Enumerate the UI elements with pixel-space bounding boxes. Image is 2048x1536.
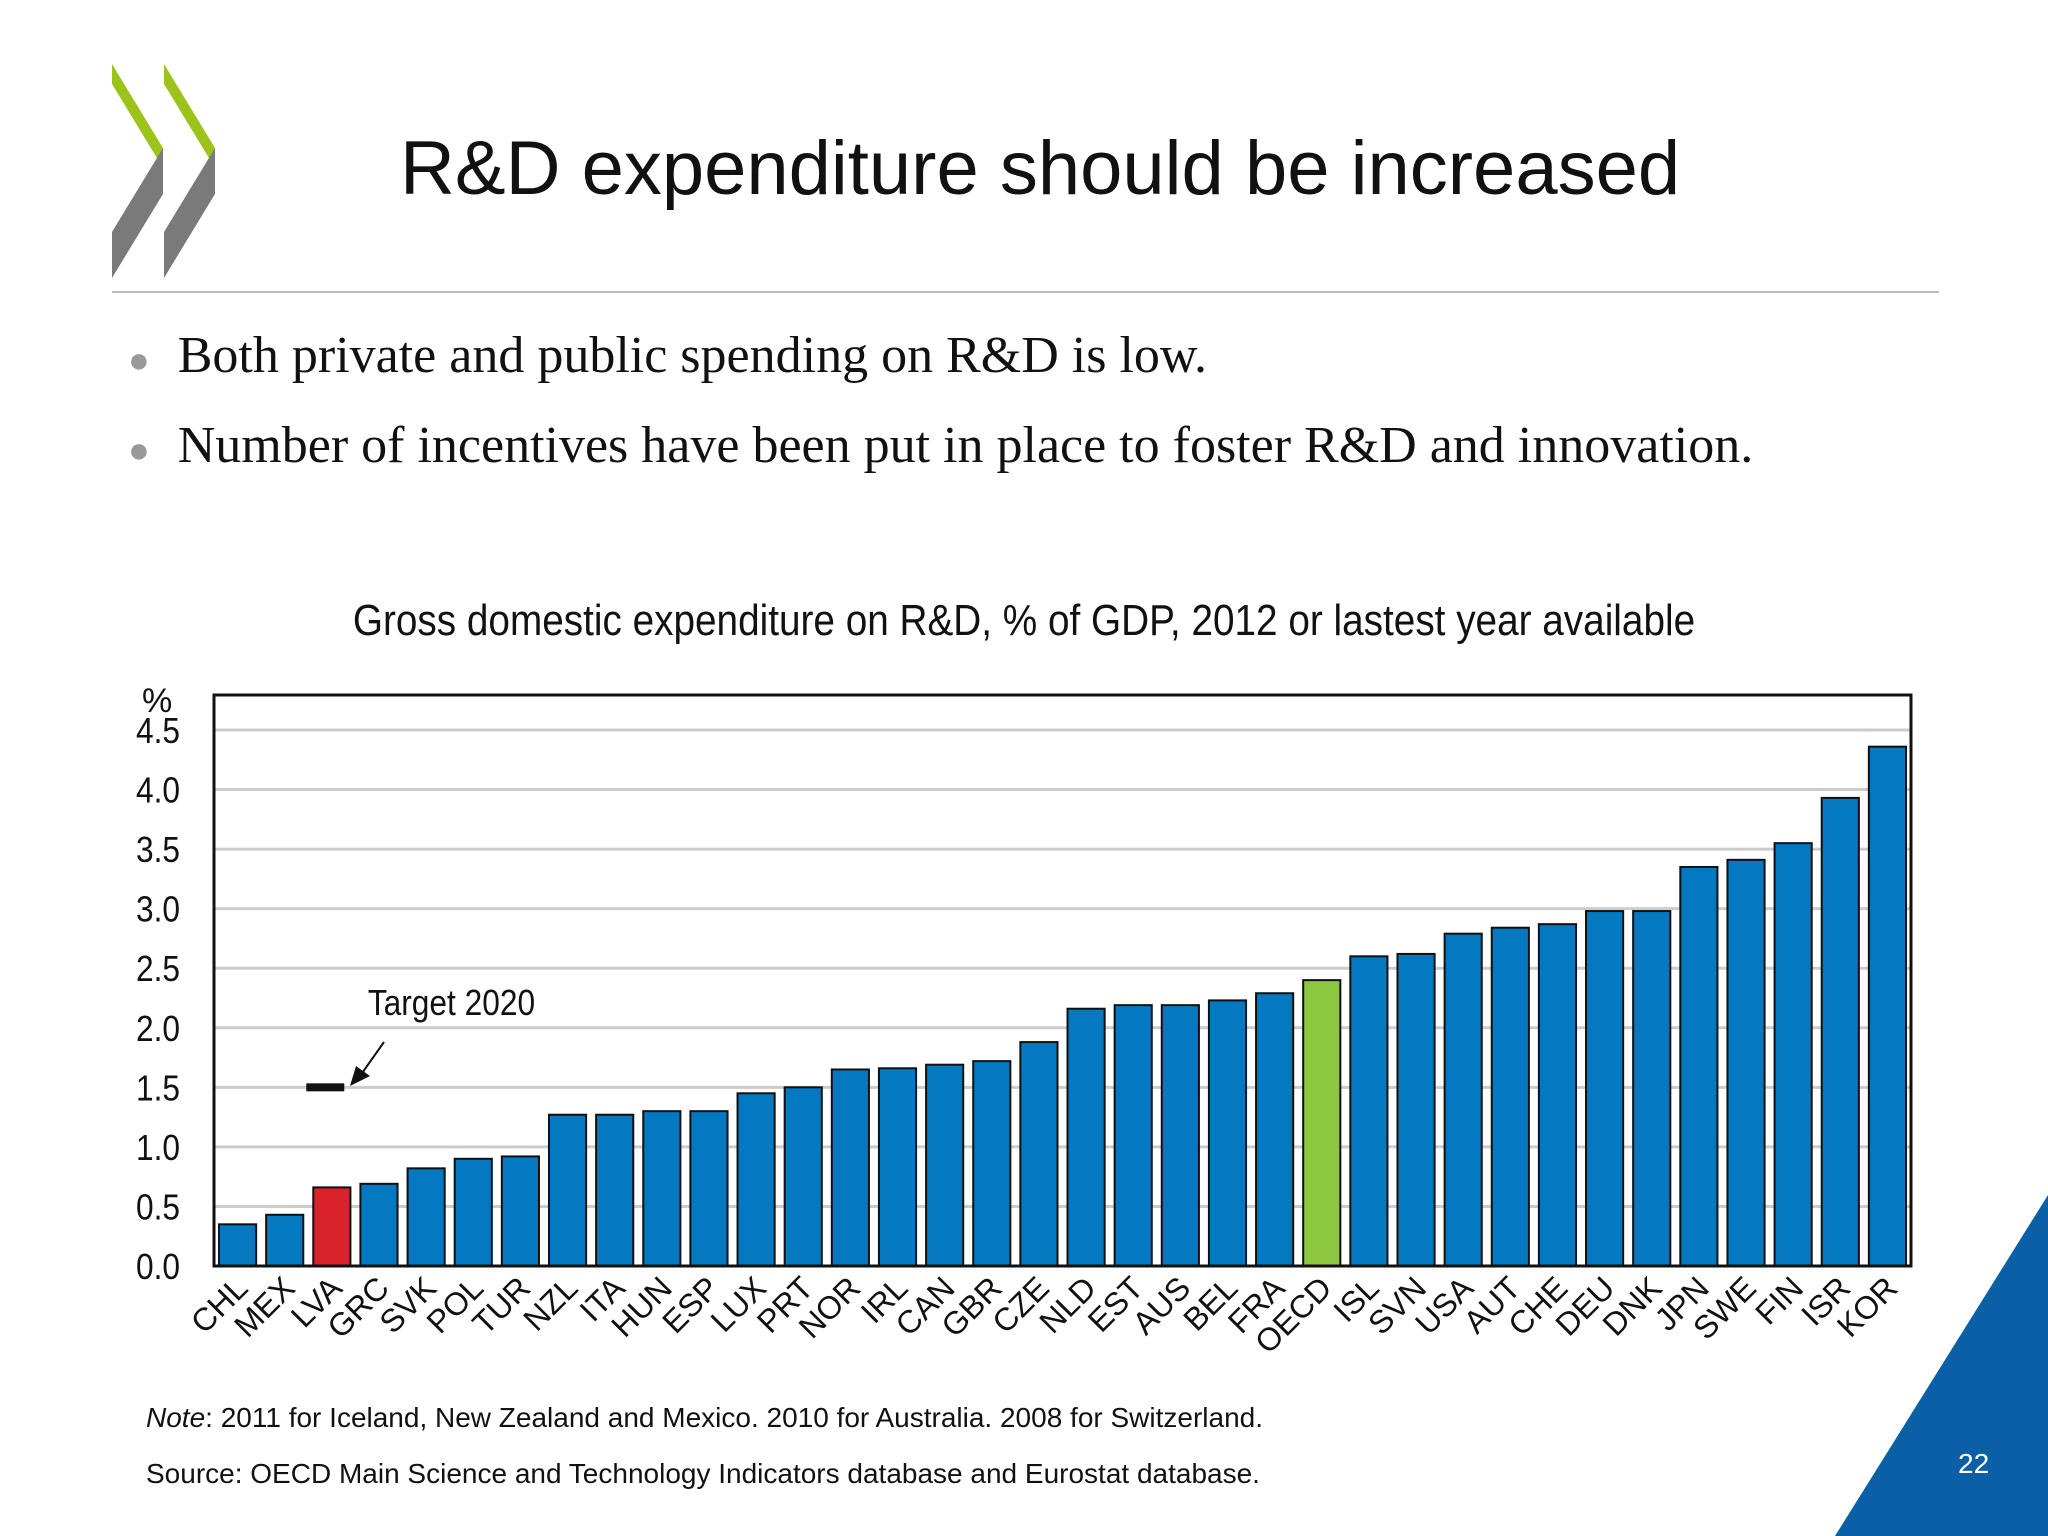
- bullet-dot-icon: ●: [128, 430, 150, 471]
- arrow-head-icon: [350, 1066, 370, 1086]
- plot-frame: [212, 693, 1913, 1268]
- y-tick-label: 0.0: [136, 1247, 180, 1287]
- bar-svk: [406, 1167, 446, 1267]
- y-tick-label: 1.5: [136, 1068, 180, 1108]
- bar-deu: [1585, 910, 1625, 1267]
- bar-chart: 0.00.51.01.52.02.53.03.54.04.5%CHLMEXLVA…: [136, 682, 1913, 1360]
- bullet-dot-icon: ●: [128, 340, 150, 381]
- bar-cze: [1019, 1041, 1059, 1268]
- bar-fin: [1773, 842, 1813, 1268]
- bar-lva: [312, 1186, 352, 1268]
- bar-esp: [689, 1110, 729, 1267]
- bar-pol: [453, 1157, 493, 1268]
- bar-tur: [500, 1155, 540, 1267]
- bar-hun: [642, 1110, 682, 1267]
- bullet-text: Number of incentives have been put in pl…: [177, 417, 1754, 474]
- y-tick-label: 2.5: [136, 949, 180, 989]
- bar-prt: [783, 1086, 823, 1268]
- bar-che: [1537, 923, 1578, 1267]
- y-tick-label: 3.0: [136, 890, 180, 930]
- bar-ita: [595, 1113, 635, 1267]
- bar-can: [925, 1063, 965, 1268]
- y-tick-label: 3.5: [136, 830, 180, 870]
- bar-usa: [1443, 932, 1483, 1267]
- bar-nld: [1066, 1007, 1106, 1267]
- bar-isl: [1349, 955, 1389, 1267]
- bar-nor: [830, 1068, 870, 1268]
- chart-title: Gross domestic expenditure on R&D, % of …: [352, 596, 1696, 645]
- bar-gbr: [972, 1060, 1012, 1268]
- y-tick-label: 0.5: [136, 1188, 180, 1228]
- bar-fra: [1255, 992, 1295, 1267]
- bar-est: [1113, 1004, 1153, 1267]
- page-number: 22: [1958, 1448, 1990, 1479]
- y-tick-label: 1.0: [136, 1128, 180, 1168]
- annotation-label: Target 2020: [368, 983, 535, 1023]
- bar-chl: [218, 1223, 258, 1268]
- bar-dnk: [1632, 910, 1672, 1267]
- bar-swe: [1726, 858, 1766, 1267]
- bar-jpn: [1679, 865, 1719, 1267]
- oecd-logo: [112, 64, 215, 278]
- chart-note: Note: 2011 for Iceland, New Zealand and …: [146, 1402, 1263, 1434]
- bar-oecd: [1302, 979, 1342, 1268]
- bar-isr: [1820, 796, 1860, 1267]
- bar-bel: [1207, 999, 1248, 1267]
- bar-mex: [265, 1213, 305, 1268]
- target-marker: [306, 1083, 345, 1092]
- bullet-text: Both private and public spending on R&D …: [177, 327, 1208, 384]
- slide-title: R&D expenditure should be increased: [400, 126, 1681, 211]
- annotation-arrow: [359, 1041, 385, 1077]
- bar-aut: [1490, 926, 1530, 1267]
- bar-irl: [877, 1067, 918, 1267]
- bullet-1: ● Both private and public spending on R&D…: [128, 326, 1207, 385]
- corner-decoration: [1835, 1195, 2048, 1536]
- y-tick-label: 2.0: [136, 1009, 180, 1049]
- chart-source: Source: OECD Main Science and Technology…: [146, 1458, 1260, 1489]
- bar-lux: [736, 1092, 776, 1268]
- bar-aus: [1160, 1004, 1200, 1267]
- bullet-2: ● Number of incentives have been put in p…: [128, 416, 1753, 475]
- y-tick-label: 4.5: [136, 711, 180, 751]
- bar-grc: [359, 1182, 399, 1268]
- y-axis-unit: %: [142, 682, 172, 720]
- note-label: Note: [146, 1402, 206, 1433]
- bar-nzl: [547, 1113, 588, 1267]
- bar-kor: [1867, 745, 1907, 1267]
- y-tick-label: 4.0: [136, 771, 180, 811]
- note-text: : 2011 for Iceland, New Zealand and Mexi…: [205, 1402, 1264, 1433]
- title-divider: [112, 291, 1939, 293]
- bar-svn: [1396, 952, 1436, 1267]
